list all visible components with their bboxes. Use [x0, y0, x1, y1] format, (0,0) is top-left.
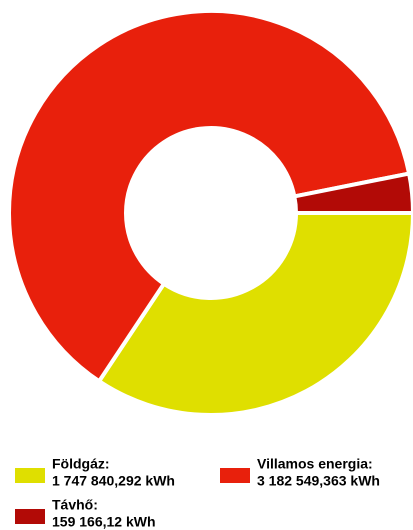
pie-slice: [292, 171, 413, 215]
legend-value: 1 747 840,292 kWh: [52, 473, 175, 489]
legend-swatch: [15, 468, 45, 483]
legend-swatch: [15, 509, 45, 524]
legend-value: 159 166,12 kWh: [52, 514, 156, 530]
legend-value: 3 182 549,363 kWh: [257, 473, 380, 489]
legend-swatch: [220, 468, 250, 483]
legend-label: Villamos energia:: [257, 456, 373, 472]
pie-slice: [7, 9, 412, 384]
pie-slice: [96, 211, 413, 417]
legend-label: Távhő:: [52, 497, 98, 513]
legend-label: Földgáz:: [52, 456, 110, 472]
